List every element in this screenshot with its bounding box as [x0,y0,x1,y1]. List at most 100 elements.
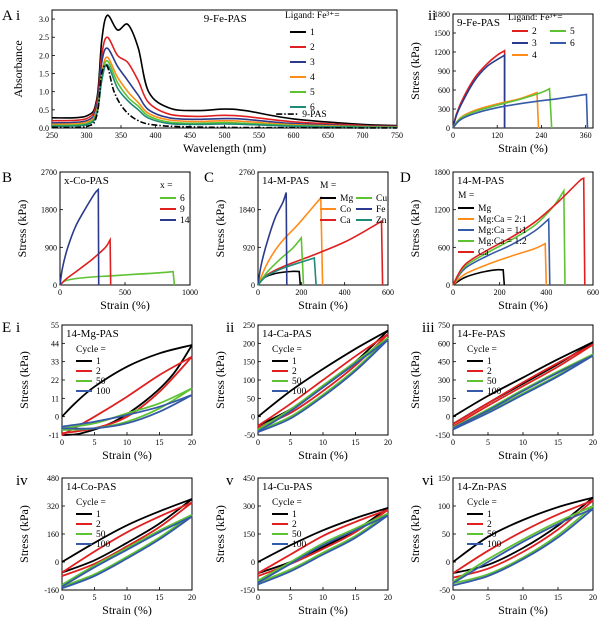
y-tick-label: 150 [438,474,450,483]
panel-sublabel: vi [422,473,434,489]
y-tick-label: 33 [51,358,59,367]
legend-entry: Mg [340,194,353,204]
y-tick-label: 0 [251,413,255,422]
series-line-cycle-2-loading [452,499,594,574]
legend-entry: 100 [96,387,111,397]
x-tick-label: 0 [451,438,455,447]
y-tick-label: 320 [47,502,59,511]
y-tick-label: -50 [244,431,255,440]
panel-letter-a: A [2,8,13,24]
series-line-cycle-50-unloading [257,512,389,584]
y-tick-label: 44 [51,339,59,348]
legend-entry: 50 [292,377,302,387]
chart-title: 9-Fe-PAS [204,13,247,25]
series-line-6 [59,270,176,286]
x-tick-label: 0 [58,288,62,297]
y-tick-label: 0 [446,413,450,422]
series-line-ca [257,219,384,286]
y-tick-label: -160 [44,586,59,595]
legend-entry: 1 [487,357,492,367]
x-tick-label: 650 [322,131,334,140]
legend-title: Cycle = [76,498,106,508]
x-axis-label: Strain (%) [298,298,348,312]
x-tick-label: 600 [288,131,300,140]
series-line-cycle-50-loading [257,512,389,582]
legend-entry: 3 [310,58,315,68]
legend-entry: 50 [292,530,302,540]
series-line-co [257,195,324,286]
legend-entry: Mg:Ca = 2:1 [478,215,527,225]
y-tick-label: 150 [243,358,255,367]
x-tick-label: 5 [289,438,293,447]
y-tick-label: 0 [446,281,450,290]
y-tick-label: 11 [51,394,59,403]
series-line-cycle-2-unloading [61,356,193,435]
series-line-cycle-50-unloading [257,337,389,432]
panel-sublabel: i [16,320,20,336]
y-tick-label: 1800 [434,10,450,19]
x-tick-label: 0 [60,438,64,447]
y-tick-label: 600 [438,243,450,252]
series-line-cycle-1-unloading [61,498,193,574]
y-tick-label: 150 [438,394,450,403]
plot-frame [257,171,389,286]
x-tick-label: 600 [587,288,599,297]
y-tick-label: 200 [243,339,255,348]
series-line-5 [452,87,553,129]
chart-title: 14-M-PAS [262,175,309,187]
x-tick-label: 0 [60,593,64,602]
y-axis-label: Stress (kPa) [213,200,227,258]
x-tick-label: 700 [357,131,369,140]
x-tick-label: 120 [491,131,503,140]
x-tick-label: 5 [93,593,97,602]
series-line-14 [59,187,100,286]
legend-title: Cycle = [467,498,497,508]
y-tick-label: 900 [438,67,450,76]
x-tick-label: 750 [391,131,403,140]
legend-entry: 100 [487,540,502,550]
series-line-cycle-100-loading [61,515,193,588]
y-tick-label: 1840 [239,206,255,215]
legend-entry: 1 [310,28,315,38]
series-line-zn [257,256,317,286]
x-tick-label: 500 [219,131,231,140]
y-axis-label: Absorbance [11,40,25,97]
legend-entry: 1 [292,357,297,367]
series-line-cycle-100-unloading [452,508,594,587]
legend-entry: 4 [310,73,315,83]
y-axis-label: Stress (kPa) [213,505,227,563]
y-tick-label: 0.5 [39,106,49,115]
y-tick-label: 450 [438,358,450,367]
x-tick-label: 350 [115,131,127,140]
series-line-cycle-2-loading [452,343,594,425]
panel-sublabel: i [16,8,20,24]
plot-frame [452,171,594,286]
x-tick-label: 500 [119,288,131,297]
legend-entry: 14 [180,216,190,226]
legend-entry: 1 [292,510,297,520]
y-tick-label: -150 [240,586,255,595]
series-line-cycle-100-unloading [61,515,193,590]
series-line-cycle-50-loading [257,337,389,431]
y-tick-label: 920 [243,243,255,252]
legend-entry: 5 [570,27,575,37]
series-line-cu [257,235,305,286]
chart-ai: 250 300 350 400 450 500 550 600 650 700 750 0.0 0.5 1… [11,8,403,155]
y-tick-label: 22 [51,376,59,385]
x-tick-label: 450 [184,131,196,140]
legend-title: x = [160,181,172,191]
panel-letter-e: E [2,320,11,336]
chart-title: 14-Co-PAS [66,481,116,493]
y-tick-label: 150 [243,530,255,539]
panel-sublabel: ii [428,8,436,24]
panel-sublabel: iii [422,320,435,336]
legend-title: Cycle = [76,345,106,355]
y-tick-label: 2.5 [39,33,49,42]
series-line-9 [59,237,112,286]
y-tick-label: 0 [55,413,59,422]
legend-entry: 50 [487,530,497,540]
legend-entry: 9 [180,205,185,215]
y-tick-label: 100 [438,502,450,511]
panel-sublabel: iv [16,473,28,489]
